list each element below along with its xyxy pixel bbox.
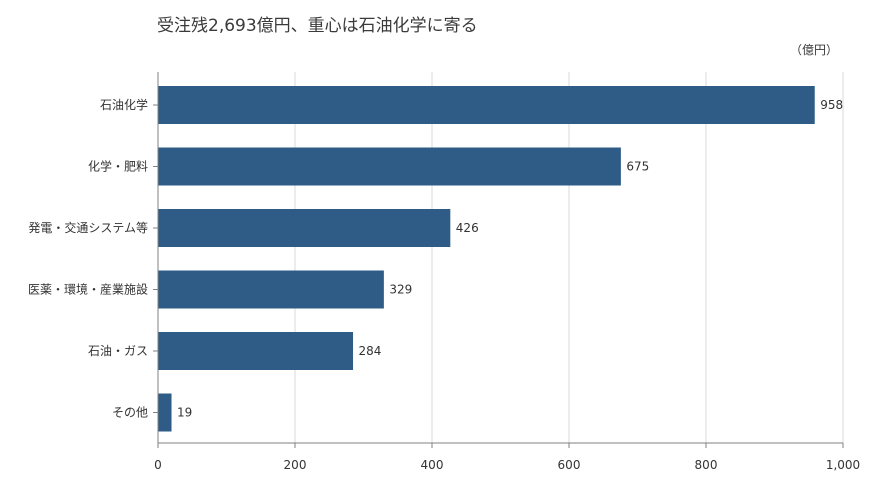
bar-0 bbox=[158, 86, 815, 124]
category-label-4: 石油・ガス bbox=[88, 344, 148, 358]
x-tick-label-3: 600 bbox=[558, 458, 581, 472]
x-tick-label-4: 800 bbox=[695, 458, 718, 472]
value-label-5: 19 bbox=[177, 406, 192, 420]
x-tick-label-5: 1,000 bbox=[826, 458, 860, 472]
value-label-4: 284 bbox=[359, 344, 382, 358]
category-label-0: 石油化学 bbox=[100, 97, 148, 112]
bar-3 bbox=[158, 270, 384, 309]
chart-title: 受注残2,693億円、重心は石油化学に寄る bbox=[157, 16, 478, 36]
value-label-3: 329 bbox=[389, 283, 412, 297]
category-label-1: 化学・肥料 bbox=[88, 159, 148, 174]
bar-4 bbox=[158, 332, 354, 370]
unit-label: （億円） bbox=[789, 43, 838, 57]
value-label-0: 958 bbox=[820, 98, 843, 112]
category-label-5: その他 bbox=[112, 406, 148, 420]
x-tick-label-1: 200 bbox=[284, 458, 307, 472]
bar-2 bbox=[158, 209, 451, 247]
category-label-2: 発電・交通システム等 bbox=[28, 220, 148, 235]
category-label-3: 医薬・環境・産業施設 bbox=[28, 282, 148, 297]
bar-1 bbox=[158, 147, 621, 186]
value-label-2: 426 bbox=[456, 221, 479, 235]
value-label-1: 675 bbox=[626, 160, 649, 174]
x-tick-label-2: 400 bbox=[421, 458, 444, 472]
bar-5 bbox=[158, 393, 172, 432]
x-tick-label-0: 0 bbox=[154, 458, 162, 472]
